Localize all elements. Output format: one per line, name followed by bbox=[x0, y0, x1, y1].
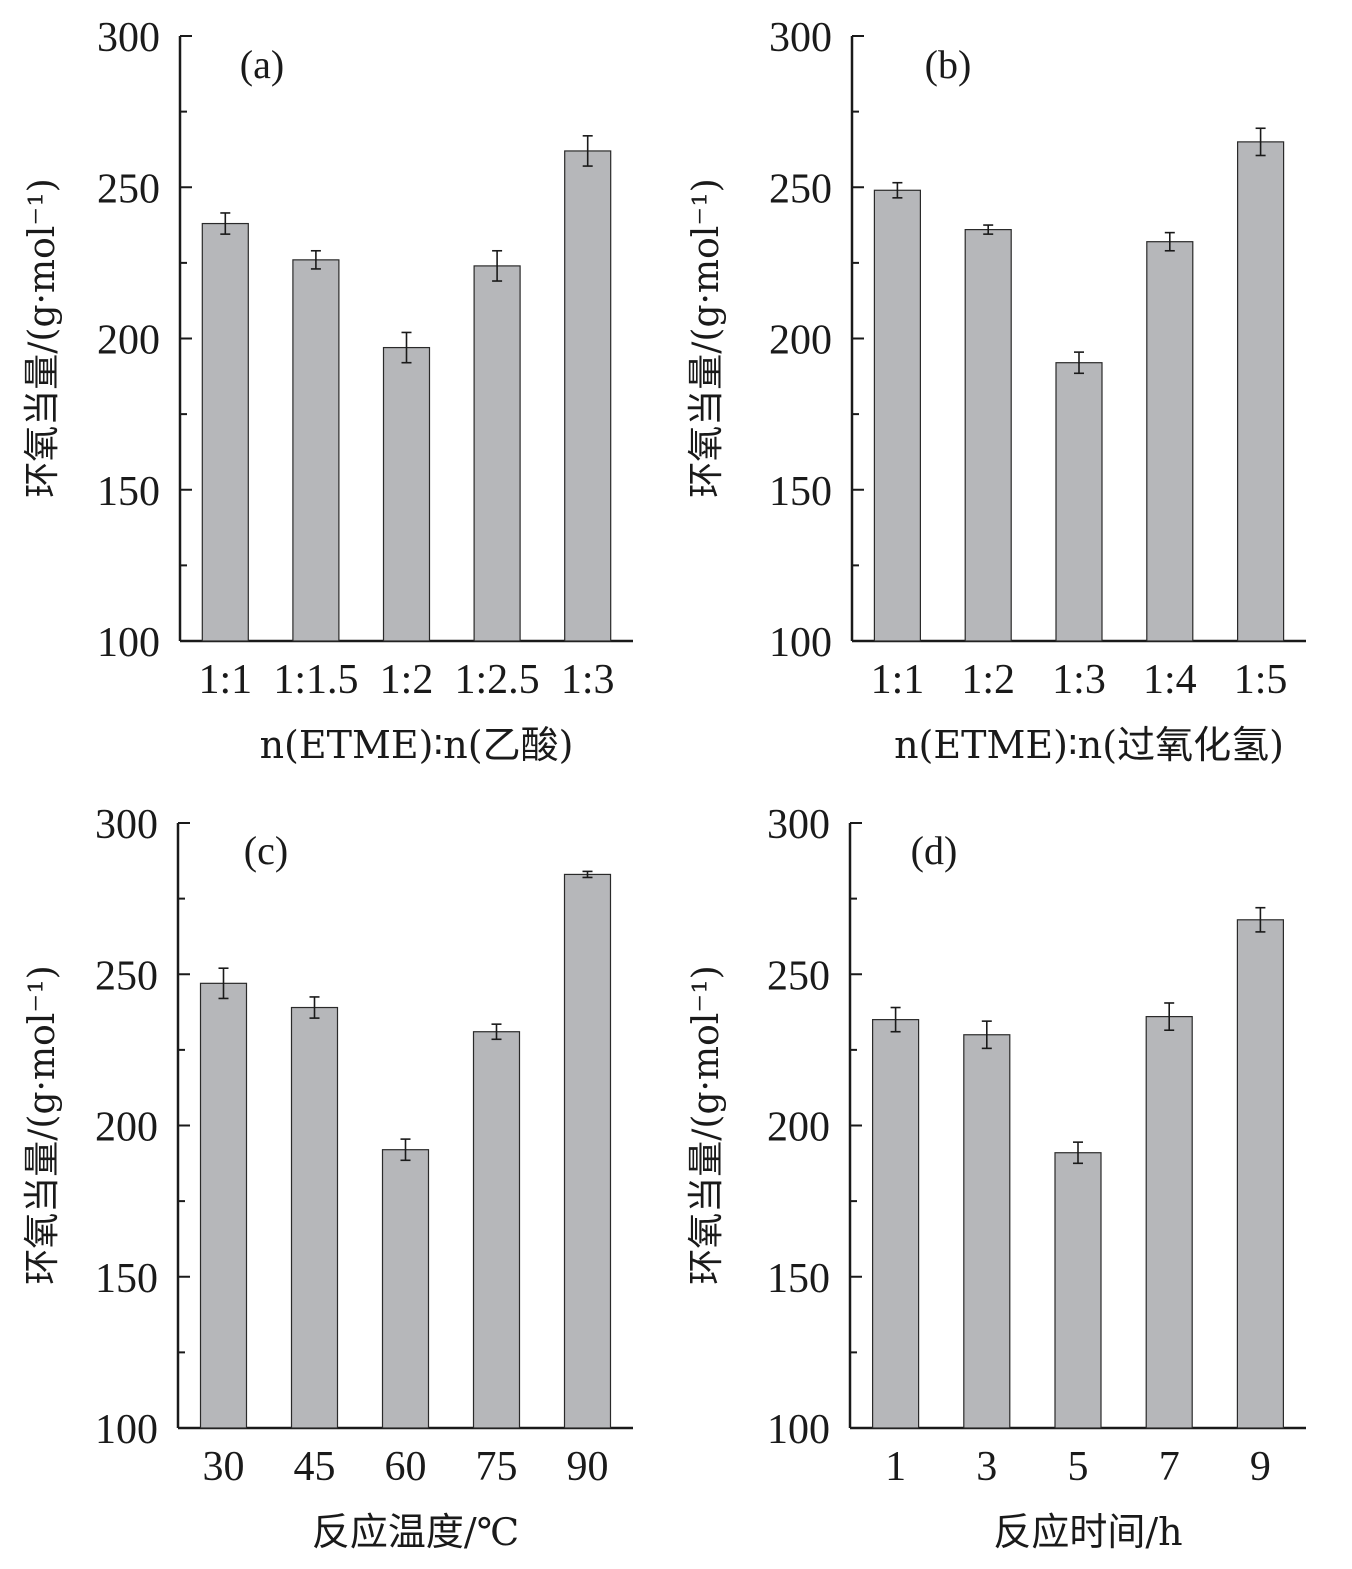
y-axis-label: 环氧当量/(g·mol⁻¹) bbox=[22, 178, 63, 497]
y-tick-label: 100 bbox=[95, 1407, 158, 1453]
y-tick-label: 300 bbox=[767, 802, 830, 848]
bar bbox=[963, 1034, 1011, 1429]
y-tick-label: 200 bbox=[769, 318, 832, 364]
x-tick-label: 75 bbox=[476, 1444, 518, 1490]
x-tick-label: 1:2.5 bbox=[455, 657, 540, 703]
bar bbox=[290, 1006, 339, 1429]
y-axis-label: 环氧当量/(g·mol⁻¹) bbox=[686, 965, 727, 1284]
x-tick-label: 3 bbox=[976, 1444, 997, 1490]
bar bbox=[472, 1031, 521, 1429]
bar bbox=[1145, 1015, 1193, 1429]
x-tick-label: 1:1.5 bbox=[273, 657, 358, 703]
x-tick-label: 1:4 bbox=[1143, 657, 1197, 703]
bar bbox=[1236, 141, 1285, 642]
y-tick-label: 250 bbox=[95, 953, 158, 999]
bar bbox=[473, 265, 521, 642]
bar bbox=[1236, 919, 1285, 1429]
bar bbox=[382, 346, 431, 642]
x-tick-label: 45 bbox=[294, 1444, 336, 1490]
bar bbox=[1055, 362, 1103, 642]
x-tick-label: 1:3 bbox=[561, 657, 615, 703]
x-tick-label: 1:1 bbox=[198, 657, 252, 703]
x-tick-label: 30 bbox=[203, 1444, 245, 1490]
y-tick-label: 150 bbox=[769, 469, 832, 515]
x-tick-label: 1:2 bbox=[380, 657, 434, 703]
panel-label: (a) bbox=[240, 42, 284, 87]
y-tick-label: 150 bbox=[767, 1256, 830, 1302]
bar bbox=[199, 982, 248, 1429]
x-tick-label: 1 bbox=[885, 1444, 906, 1490]
x-tick-label: 5 bbox=[1068, 1444, 1089, 1490]
bar bbox=[871, 1019, 920, 1429]
x-axis-label: 反应温度/℃ bbox=[312, 1510, 519, 1554]
x-tick-label: 9 bbox=[1250, 1444, 1271, 1490]
y-axis-label: 环氧当量/(g·mol⁻¹) bbox=[22, 965, 63, 1284]
y-tick-label: 250 bbox=[97, 166, 160, 212]
bar bbox=[564, 150, 612, 642]
x-axis-label: n(ETME)∶n(过氧化氢) bbox=[894, 723, 1284, 767]
bar bbox=[964, 229, 1012, 642]
y-tick-label: 250 bbox=[769, 166, 832, 212]
bar bbox=[201, 222, 249, 642]
y-tick-label: 100 bbox=[769, 620, 832, 666]
x-tick-label: 1:5 bbox=[1234, 657, 1288, 703]
bar bbox=[563, 873, 612, 1429]
y-tick-label: 100 bbox=[767, 1407, 830, 1453]
chart-panel-a: 100 150 200 250 300 1:1 1:1.5 1:2 1:2.5 1:3 (a) n(E… bbox=[22, 15, 633, 767]
bar bbox=[873, 189, 922, 642]
bar bbox=[292, 259, 340, 642]
x-axis-label: 反应时间/h bbox=[993, 1510, 1182, 1554]
bar bbox=[1146, 241, 1194, 642]
y-tick-label: 200 bbox=[97, 318, 160, 364]
bar bbox=[1054, 1152, 1102, 1429]
chart-panel-c: 100 150 200 250 300 30 45 60 75 90 (c) 反应温度/℃ 环氧当量/(… bbox=[22, 802, 633, 1554]
x-tick-label: 90 bbox=[567, 1444, 609, 1490]
x-axis-label: n(ETME)∶n(乙酸) bbox=[260, 723, 574, 767]
x-tick-label: 60 bbox=[385, 1444, 427, 1490]
y-tick-label: 250 bbox=[767, 953, 830, 999]
y-tick-label: 200 bbox=[767, 1105, 830, 1151]
y-tick-label: 300 bbox=[769, 15, 832, 61]
y-axis-label: 环氧当量/(g·mol⁻¹) bbox=[686, 178, 727, 497]
y-tick-label: 300 bbox=[97, 15, 160, 61]
panel-label: (d) bbox=[911, 828, 958, 873]
x-tick-label: 1:1 bbox=[871, 657, 925, 703]
y-tick-label: 200 bbox=[95, 1105, 158, 1151]
x-tick-label: 1:3 bbox=[1052, 657, 1106, 703]
panel-label: (c) bbox=[244, 828, 288, 873]
chart-panel-b: 100 150 200 250 300 1:1 1:2 1:3 1:4 1:5 (b) n(ETME)… bbox=[686, 15, 1306, 767]
bar bbox=[381, 1149, 430, 1429]
x-tick-label: 7 bbox=[1159, 1444, 1180, 1490]
x-tick-label: 1:2 bbox=[961, 657, 1015, 703]
y-tick-label: 150 bbox=[95, 1256, 158, 1302]
y-tick-label: 100 bbox=[97, 620, 160, 666]
y-tick-label: 150 bbox=[97, 469, 160, 515]
panel-label: (b) bbox=[925, 42, 972, 87]
chart-panel-d: 100 150 200 250 300 1 3 5 7 9 (d) 反应时间/h 环氧当量/(g·mol… bbox=[686, 802, 1306, 1554]
y-tick-label: 300 bbox=[95, 802, 158, 848]
